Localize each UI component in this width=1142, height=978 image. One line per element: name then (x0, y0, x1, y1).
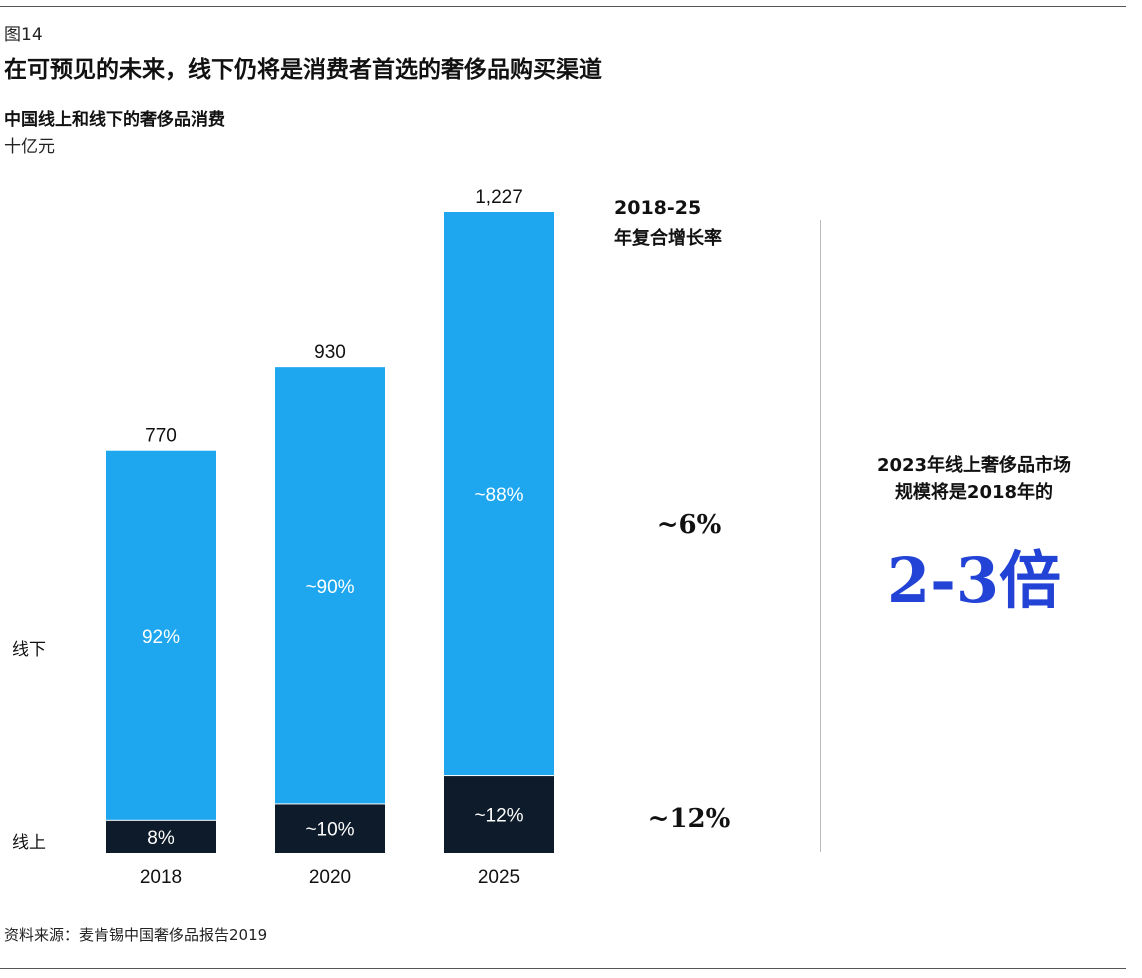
cagr-header: 2018-25 (614, 197, 702, 219)
top-rule (0, 6, 1126, 7)
label-online-2018: 8% (147, 828, 175, 849)
label-online-2020: ~10% (305, 820, 354, 841)
cagr-value-offline: ~6% (657, 510, 722, 540)
total-label-2025: 1,227 (475, 187, 523, 208)
label-offline-2025: ~88% (474, 485, 523, 506)
bar-online-2018 (106, 820, 216, 853)
label-online-2025: ~12% (474, 806, 523, 827)
bar-offline-2025 (444, 212, 554, 776)
cagr-value-online: ~12% (648, 804, 731, 834)
cagr-subheader: 年复合增长率 (614, 228, 722, 249)
callout-big-value: 2-3倍 (886, 544, 1061, 617)
bar-online-2020 (275, 804, 385, 853)
x-tick-label-2025: 2025 (478, 867, 520, 888)
bottom-rule (0, 968, 1126, 969)
label-offline-2020: ~90% (305, 577, 354, 598)
chart-title: 在可预见的未来，线下仍将是消费者首选的奢侈品购买渠道 (4, 57, 602, 83)
bar-online-2025 (444, 776, 554, 853)
unit-label: 十亿元 (4, 137, 55, 157)
vertical-divider (820, 220, 821, 852)
label-offline-2018: 92% (142, 627, 180, 648)
x-tick-label-2018: 2018 (140, 867, 182, 888)
figure-label: 图14 (4, 25, 43, 45)
source-note: 资料来源：麦肯锡中国奢侈品报告2019 (4, 926, 268, 944)
callout-text: 2023年线上奢侈品市场 规模将是2018年的 (840, 452, 1108, 506)
callout-line-1: 2023年线上奢侈品市场 (876, 455, 1072, 476)
series-label-offline: 线下 (12, 640, 46, 660)
total-label-2020: 930 (314, 342, 346, 363)
series-label-online: 线上 (12, 833, 46, 853)
chart-subtitle: 中国线上和线下的奢侈品消费 (4, 110, 225, 130)
x-tick-label-2020: 2020 (309, 867, 351, 888)
bar-offline-2020 (275, 367, 385, 804)
total-label-2018: 770 (145, 426, 177, 447)
callout-line-2: 规模将是2018年的 (894, 482, 1054, 503)
bar-offline-2018 (106, 450, 216, 820)
